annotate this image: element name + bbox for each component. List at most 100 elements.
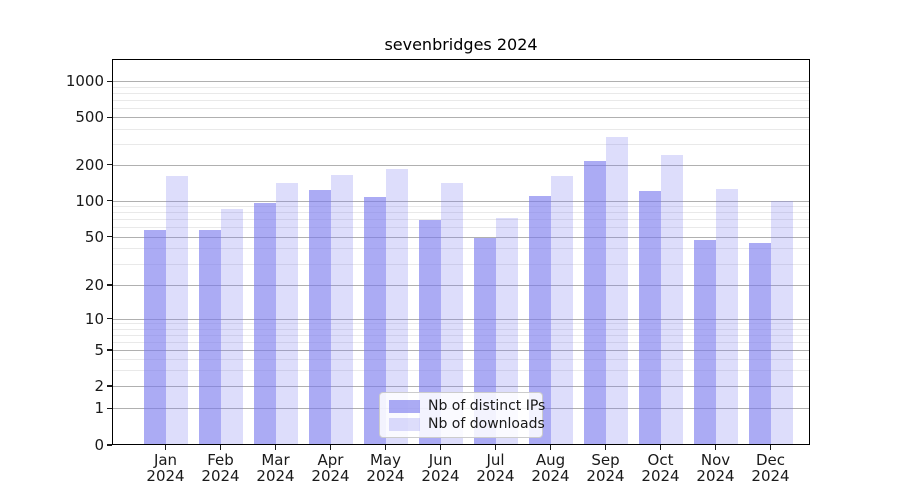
legend-row-ips: Nb of distinct IPs [389, 398, 545, 414]
x-tick-month: Feb [207, 451, 234, 469]
x-tick-month: Mar [261, 451, 290, 469]
x-tick-label-dec: Dec 2024 [741, 451, 801, 485]
gridline-major-500 [113, 117, 809, 119]
y-tick-mark-1000 [107, 80, 112, 82]
x-tick-year: 2024 [476, 466, 515, 485]
chart-title: sevenbridges 2024 [384, 35, 538, 54]
gridline-major-20 [113, 285, 809, 286]
y-tick-label-5: 5 [94, 341, 104, 359]
x-tick-label-mar: Mar 2024 [246, 451, 306, 485]
x-tick-month: Jul [486, 451, 505, 469]
gridline-minor-700 [113, 99, 809, 101]
x-tick-mark-jul [494, 445, 497, 450]
gridline-minor-6 [113, 341, 809, 343]
bar-ips-may [363, 196, 386, 445]
x-tick-year: 2024 [201, 466, 240, 485]
legend-swatch-downloads [389, 417, 420, 431]
bar-downloads-oct [660, 155, 683, 445]
gridline-minor-3 [113, 370, 809, 372]
y-tick-mark-2 [107, 385, 112, 387]
gridline-minor-30 [113, 263, 809, 265]
bar-downloads-apr [330, 175, 353, 445]
x-tick-year: 2024 [696, 466, 735, 485]
x-tick-mark-nov [714, 445, 717, 450]
y-tick-mark-50 [107, 236, 112, 238]
bar-downloads-sep [605, 136, 628, 445]
gridline-minor-70 [113, 219, 809, 221]
x-tick-month: Dec [755, 451, 786, 469]
gridline-minor-600 [113, 107, 809, 109]
x-tick-mark-mar [274, 445, 277, 450]
bar-downloads-aug [550, 176, 573, 445]
y-tick-label-1000: 1000 [65, 72, 104, 91]
legend-label-downloads: Nb of downloads [428, 416, 545, 432]
y-tick-mark-5 [107, 349, 112, 351]
x-tick-month: Sep [591, 451, 620, 469]
bar-ips-jan [143, 229, 166, 445]
x-tick-mark-jan [164, 445, 167, 450]
x-tick-mark-sep [604, 445, 607, 450]
legend-swatch-ips [389, 399, 420, 413]
x-tick-year: 2024 [586, 466, 625, 485]
bar-ips-mar [253, 202, 276, 445]
y-tick-label-100: 100 [75, 191, 104, 210]
x-tick-label-jun: Jun 2024 [411, 452, 471, 485]
bar-ips-sep [583, 160, 606, 445]
legend-box: Nb of distinct IPs Nb of downloads [379, 392, 545, 438]
x-tick-mark-jun [439, 445, 442, 450]
gridline-major-2 [113, 386, 809, 387]
y-tick-label-2: 2 [94, 377, 104, 395]
gridline-major-100 [113, 200, 809, 202]
gridline-major-1000 [113, 81, 809, 83]
x-tick-month: Nov [700, 451, 731, 469]
gridline-minor-300 [113, 143, 809, 145]
gridline-minor-4 [113, 358, 809, 360]
y-tick-label-20: 20 [84, 276, 104, 294]
y-tick-label-50: 50 [84, 227, 104, 246]
gridline-minor-9 [113, 323, 809, 325]
x-tick-year: 2024 [256, 466, 295, 485]
bar-ips-aug [528, 195, 551, 445]
bar-downloads-feb [220, 208, 243, 445]
x-tick-year: 2024 [311, 466, 350, 485]
x-tick-mark-aug [549, 445, 552, 450]
x-tick-mark-feb [219, 445, 222, 450]
gridline-minor-800 [113, 92, 809, 94]
gridline-major-50 [113, 236, 809, 238]
legend-row-downloads: Nb of downloads [389, 416, 545, 432]
gridline-major-5 [113, 350, 809, 351]
bar-ips-dec [748, 243, 771, 445]
x-tick-month: Jan [153, 451, 178, 469]
x-tick-mark-apr [329, 445, 332, 450]
y-tick-label-10: 10 [84, 309, 104, 328]
y-tick-label-500: 500 [75, 108, 104, 127]
y-tick-mark-0 [107, 444, 112, 446]
x-tick-year: 2024 [421, 466, 460, 485]
bar-ips-feb [198, 229, 221, 445]
gridline-minor-80 [113, 212, 809, 214]
x-tick-label-jan: Jan 2024 [136, 451, 196, 485]
x-tick-month: May [369, 451, 401, 469]
x-tick-year: 2024 [751, 466, 790, 485]
x-tick-month: Aug [535, 451, 566, 469]
x-tick-label-nov: Nov 2024 [686, 451, 746, 485]
bar-downloads-may [385, 169, 408, 445]
bar-downloads-jul [495, 218, 518, 445]
gridline-minor-40 [113, 248, 809, 250]
x-tick-year: 2024 [641, 466, 680, 485]
gridline-minor-90 [113, 206, 809, 208]
y-tick-mark-200 [107, 164, 112, 166]
y-tick-mark-500 [107, 116, 112, 118]
x-tick-mark-oct [659, 445, 662, 450]
x-tick-year: 2024 [146, 466, 185, 485]
bar-ips-jun [418, 219, 441, 445]
x-tick-label-may: May 2024 [356, 451, 416, 484]
y-tick-label-0: 0 [94, 436, 104, 454]
y-tick-mark-1 [107, 407, 112, 409]
gridline-major-200 [113, 164, 809, 166]
x-tick-label-feb: Feb 2024 [191, 451, 251, 485]
bar-downloads-mar [275, 183, 298, 445]
